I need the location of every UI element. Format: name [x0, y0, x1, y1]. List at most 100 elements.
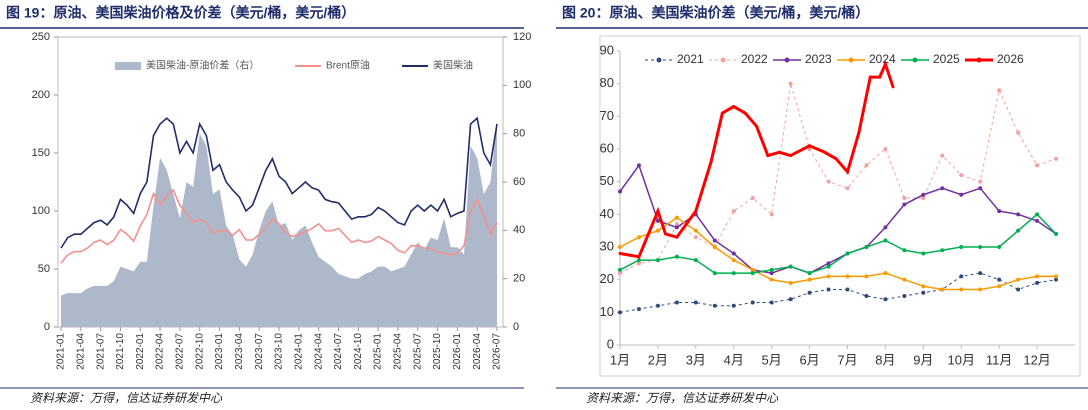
point: [826, 261, 831, 266]
point: [826, 179, 831, 184]
point: [731, 271, 736, 276]
x-tick-label: 2024-10: [353, 333, 364, 370]
point: [864, 274, 869, 279]
point: [655, 218, 660, 223]
legend-marker: [656, 57, 662, 63]
x-tick-label: 2026-01: [452, 333, 463, 370]
point: [845, 186, 850, 191]
line: [619, 163, 1057, 274]
point: [750, 300, 755, 305]
x-tick-label: 2021-04: [75, 333, 86, 370]
point: [636, 261, 641, 266]
point: [997, 284, 1002, 289]
chart-title: 图 20：原油、美国柴油价差（美元/桶，美元/桶）: [562, 5, 869, 21]
x-tick-label: 2026-07: [492, 333, 503, 370]
point: [618, 271, 622, 276]
point: [1035, 218, 1040, 223]
point: [997, 209, 1002, 214]
y-tick-label: 200: [32, 89, 50, 101]
point: [731, 251, 736, 256]
point: [857, 131, 861, 135]
x-tick-label: 2022-04: [155, 333, 166, 370]
point: [655, 303, 660, 308]
x-tick-label: 2025-01: [373, 333, 384, 370]
legend-marker: [912, 57, 918, 63]
legend-label: 2023: [805, 52, 832, 66]
point: [845, 274, 850, 279]
legend-label: 2021: [677, 52, 704, 66]
x-tick-label: 2023-01: [214, 333, 225, 370]
point: [769, 267, 774, 272]
x-tick-label: 12月: [1023, 352, 1050, 367]
line: [619, 216, 1057, 291]
point: [674, 222, 679, 227]
point: [694, 209, 698, 213]
point: [769, 277, 774, 282]
line: [60, 188, 498, 264]
x-tick-label: 1月: [610, 352, 630, 367]
y-tick-label: 80: [600, 75, 614, 90]
legend-label: 美国柴油-原油价差（右）: [146, 59, 259, 72]
point: [921, 251, 926, 256]
point: [864, 245, 869, 249]
point: [664, 232, 667, 236]
point: [618, 252, 622, 256]
point: [769, 212, 774, 217]
x-tick-label: 2021-01: [56, 333, 67, 370]
x-tick-label: 2025-07: [412, 333, 423, 370]
point: [959, 274, 964, 279]
y-tick-label: 20: [600, 271, 614, 286]
point: [709, 160, 713, 164]
point: [878, 75, 882, 79]
point: [902, 277, 907, 282]
point: [636, 163, 641, 168]
x-tick-label: 4月: [724, 352, 744, 367]
point: [656, 209, 660, 213]
y-tick-label: 70: [600, 108, 614, 123]
x-tick-label: 2024-04: [313, 333, 324, 370]
point: [940, 248, 945, 253]
y-tick-label: 150: [32, 147, 50, 159]
y2-tick-label: 20: [513, 273, 525, 285]
y-tick-label: 50: [38, 263, 50, 275]
x-tick-label: 9月: [913, 352, 933, 367]
point: [978, 179, 983, 184]
point: [655, 258, 660, 263]
x-tick-label: 8月: [875, 352, 895, 367]
point: [618, 189, 622, 194]
point: [1016, 277, 1021, 282]
x-tick-label: 7月: [837, 352, 857, 367]
x-tick-label: 2025-04: [393, 333, 404, 370]
x-tick-label: 2024-07: [333, 333, 344, 370]
line: [619, 83, 1057, 274]
point: [693, 258, 698, 263]
point: [978, 186, 983, 191]
point: [807, 147, 812, 151]
x-tick-label: 6月: [799, 352, 819, 367]
x-tick-label: 2023-07: [254, 333, 265, 370]
point: [891, 85, 895, 89]
legend-marker: [848, 57, 854, 63]
point: [674, 225, 679, 230]
point: [777, 150, 781, 154]
point: [883, 147, 888, 151]
point: [750, 271, 755, 276]
source: 资料来源：万得，信达证券研发中心: [30, 391, 223, 405]
legend-label: 2024: [869, 52, 896, 66]
y-tick-label: 90: [600, 42, 614, 57]
point: [712, 245, 717, 249]
plot-frame: [599, 35, 1081, 377]
point: [807, 271, 812, 276]
point: [674, 215, 679, 220]
point: [883, 225, 888, 230]
y2-tick-label: 100: [513, 79, 531, 91]
point: [1054, 277, 1059, 282]
point: [693, 300, 698, 305]
point: [902, 196, 907, 200]
point: [826, 287, 831, 292]
point: [902, 202, 907, 207]
point: [788, 264, 793, 269]
point: [883, 238, 888, 243]
point: [921, 290, 926, 295]
point: [846, 170, 849, 174]
